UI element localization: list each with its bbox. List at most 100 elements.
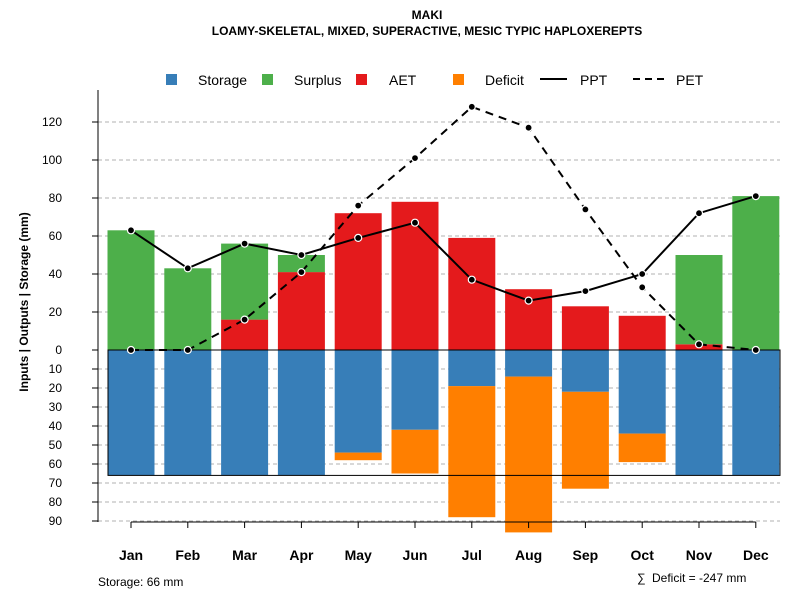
y-tick-label: 10: [49, 362, 63, 376]
aet-bar: [618, 315, 666, 350]
surplus-bar: [164, 268, 212, 350]
y-axis-label: Inputs | Outputs | Storage (mm): [17, 212, 31, 391]
ppt-point: [694, 209, 704, 218]
pet-point: [581, 205, 590, 214]
storage-bar: [164, 350, 212, 476]
pet-point: [638, 283, 647, 292]
storage-bar: [732, 350, 780, 476]
x-tick-label: Jul: [462, 547, 482, 563]
aet-bar: [221, 319, 269, 350]
legend-storage-swatch: [166, 74, 177, 85]
legend-pet-label: PET: [676, 72, 704, 88]
ppt-line: [130, 195, 757, 302]
deficit-bar: [618, 433, 666, 463]
ppt-point: [183, 264, 192, 273]
pet-point: [126, 345, 136, 355]
ppt-point: [638, 269, 647, 279]
gridlines: [98, 121, 780, 522]
deficit-bar: [448, 386, 496, 518]
y-tick-label: 20: [49, 381, 63, 395]
y-tick-label: 100: [42, 153, 62, 167]
y-tick-label: 40: [49, 267, 63, 281]
legend-deficit-label: Deficit: [485, 72, 524, 88]
bars: [107, 196, 781, 533]
x-tick-label: May: [345, 547, 372, 563]
y-tick-label: 0: [55, 343, 62, 357]
ppt-point: [297, 250, 306, 260]
pet-point: [410, 154, 420, 163]
chart-subtitle: LOAMY-SKELETAL, MIXED, SUPERACTIVE, MESI…: [212, 24, 643, 38]
storage-bar: [334, 350, 382, 453]
storage-bar: [505, 350, 553, 377]
storage-bar: [618, 350, 666, 434]
pet-point: [467, 102, 476, 111]
pet-point: [183, 345, 192, 355]
storage-bar: [675, 350, 723, 476]
y-tick-label: 60: [49, 457, 63, 471]
storage-bar: [561, 350, 609, 392]
y-tick-label: 120: [42, 115, 62, 129]
x-tick-label: Apr: [289, 547, 314, 563]
storage-bar: [107, 350, 155, 476]
storage-footer: Storage: 66 mm: [98, 575, 183, 589]
x-tick-label: Dec: [743, 547, 769, 563]
pet-point: [524, 123, 533, 132]
legend-ppt-label: PPT: [580, 72, 608, 88]
ppt-point: [524, 296, 533, 305]
x-tick-label: Nov: [686, 547, 713, 563]
ppt-point: [751, 192, 760, 201]
y-tick-label: 90: [49, 514, 63, 528]
legend-aet-swatch: [356, 74, 367, 85]
storage-bar: [221, 350, 269, 476]
x-tick-label: Mar: [232, 547, 257, 563]
storage-bar: [448, 350, 496, 387]
pet-point: [240, 315, 249, 324]
deficit-total: Deficit = -247 mm: [652, 571, 746, 585]
pet-point: [694, 340, 704, 349]
y-tick-label: 60: [49, 229, 63, 243]
legend-surplus-swatch: [262, 74, 273, 85]
sum-icon: ∑: [637, 571, 646, 585]
surplus-bar: [107, 230, 155, 350]
surplus-bar: [732, 196, 780, 350]
y-tick-label: 20: [49, 305, 63, 319]
storage-bar: [391, 350, 439, 430]
legend: Storage Surplus AET Deficit PPT PET: [166, 72, 704, 88]
ppt-point: [581, 287, 590, 296]
y-tick-label: 50: [49, 438, 63, 452]
pet-line: [131, 105, 756, 351]
y-tick-label: 40: [49, 419, 63, 433]
pet-point: [751, 345, 760, 355]
legend-storage-label: Storage: [198, 72, 247, 88]
legend-surplus-label: Surplus: [294, 72, 341, 88]
surplus-bar: [675, 255, 723, 345]
surplus-bar: [221, 243, 269, 320]
ppt-point: [467, 275, 476, 284]
ppt-point: [126, 226, 136, 235]
deficit-bar: [391, 429, 439, 474]
ppt-point: [354, 233, 363, 242]
aet-bar: [277, 272, 325, 350]
chart-title: MAKI: [412, 8, 443, 22]
deficit-bar: [334, 452, 382, 461]
y-tick-label: 30: [49, 400, 63, 414]
storage-bar: [277, 350, 325, 476]
deficit-bar: [505, 376, 553, 533]
ppt-point: [240, 239, 249, 248]
x-tick-label: Jun: [403, 547, 428, 563]
axes: 0 20 40 60 80 100 120 10 20 30 40 50 60 70 80 90 Jan Feb M…: [42, 90, 769, 563]
x-tick-label: Feb: [175, 547, 200, 563]
y-tick-label: 80: [49, 191, 63, 205]
x-tick-label: Oct: [631, 547, 655, 563]
x-tick-label: Sep: [573, 547, 599, 563]
aet-bar: [448, 237, 496, 350]
x-tick-label: Jan: [119, 547, 143, 563]
pet-point: [297, 268, 306, 277]
deficit-bar: [561, 391, 609, 489]
lines: [126, 102, 760, 355]
legend-aet-label: AET: [389, 72, 417, 88]
aet-bar: [561, 306, 609, 350]
legend-deficit-swatch: [453, 74, 464, 85]
y-tick-label: 70: [49, 476, 63, 490]
